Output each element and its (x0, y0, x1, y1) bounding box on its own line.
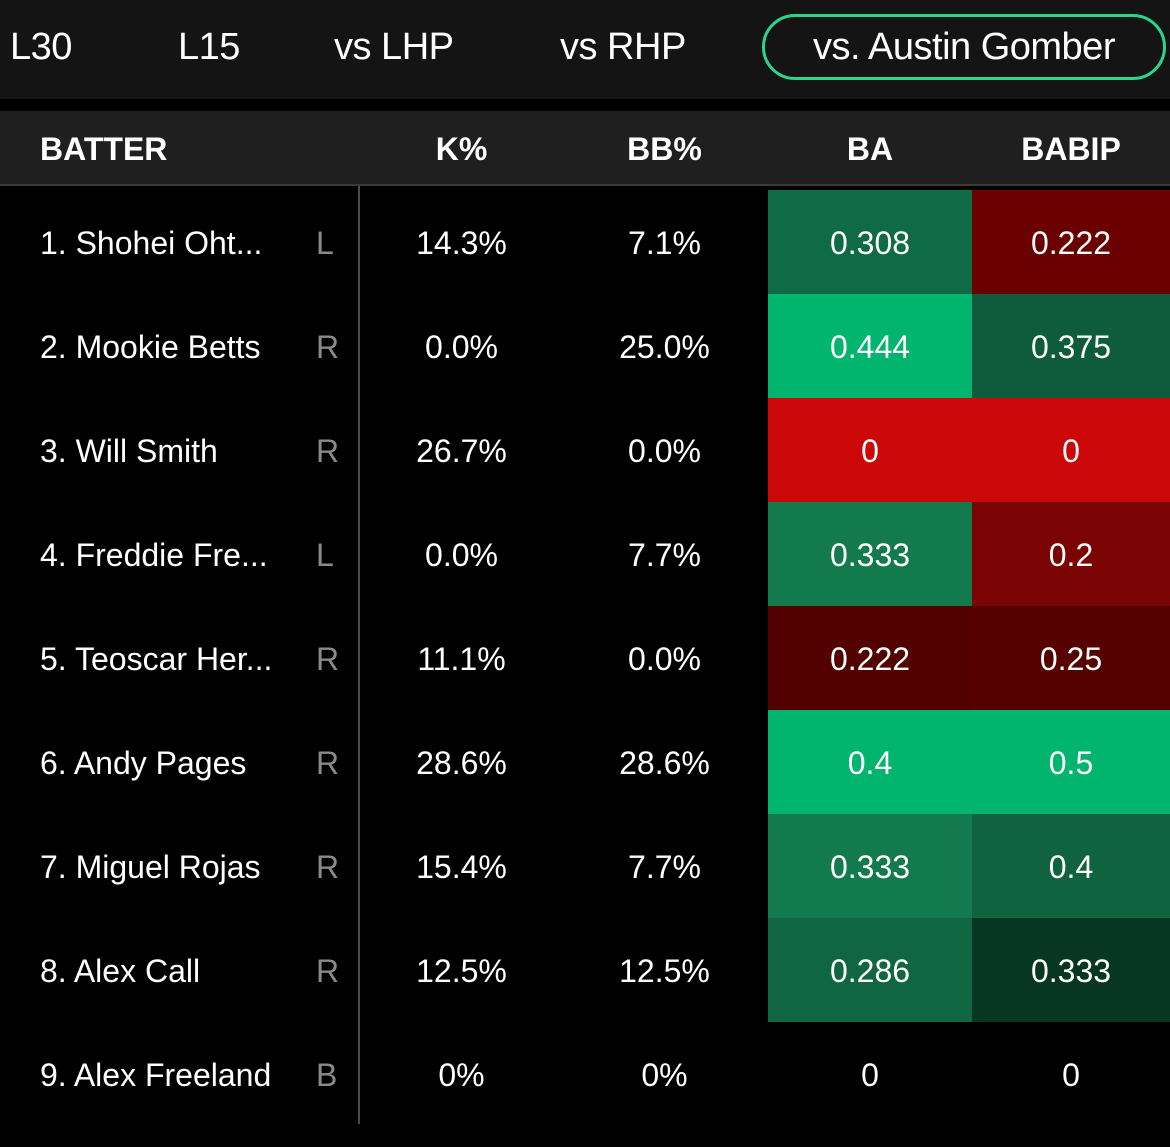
bb-pct-value: 7.7% (628, 849, 701, 885)
batter-name[interactable]: 5. Teoscar Her... (40, 641, 273, 677)
batter-name[interactable]: 4. Freddie Fre... (40, 537, 268, 573)
ba-value: 0.286 (768, 918, 972, 1022)
column-header-ba[interactable]: BA (846, 131, 894, 167)
table-row[interactable]: 4. Freddie Fre... L 0.0% 7.7% 0.333 0.2 (0, 502, 1170, 606)
bb-pct-value: 7.7% (628, 537, 701, 573)
bb-pct-value: 0.0% (628, 641, 701, 677)
bb-pct-value: 25.0% (619, 329, 710, 365)
bb-pct-value: 7.1% (628, 225, 701, 261)
babip-value: 0.5 (972, 710, 1170, 814)
table-row[interactable]: 5. Teoscar Her... R 11.1% 0.0% 0.222 0.25 (0, 606, 1170, 710)
babip-value: 0.25 (972, 606, 1170, 710)
babip-value: 0.375 (972, 294, 1170, 398)
ba-value: 0 (768, 398, 972, 502)
babip-value: 0.4 (972, 814, 1170, 918)
column-header-k-pct[interactable]: K% (435, 131, 488, 167)
k-pct-value: 11.1% (417, 641, 506, 677)
batter-hand: L (316, 537, 334, 573)
tab-vs-rhp[interactable]: vs RHP (560, 26, 686, 68)
ba-value: 0.444 (768, 294, 972, 398)
ba-value: 0.4 (768, 710, 972, 814)
k-pct-value: 26.7% (416, 433, 507, 469)
batter-hand: L (316, 225, 334, 261)
column-header-babip[interactable]: BABIP (1021, 131, 1121, 167)
batter-hand: R (316, 329, 340, 365)
table-row[interactable]: 6. Andy Pages R 28.6% 28.6% 0.4 0.5 (0, 710, 1170, 814)
column-header-batter[interactable]: BATTER (40, 131, 168, 167)
batter-name[interactable]: 9. Alex Freeland (40, 1057, 272, 1093)
babip-value: 0 (972, 398, 1170, 502)
tab-l30[interactable]: L30 (10, 26, 72, 68)
batter-hand: B (316, 1057, 338, 1093)
batter-hand: R (316, 433, 340, 469)
bb-pct-value: 0.0% (628, 433, 701, 469)
ba-value: 0.222 (768, 606, 972, 710)
table-row[interactable]: 8. Alex Call R 12.5% 12.5% 0.286 0.333 (0, 918, 1170, 1022)
batter-name[interactable]: 7. Miguel Rojas (40, 849, 261, 885)
batter-name[interactable]: 3. Will Smith (40, 433, 218, 469)
k-pct-value: 0.0% (425, 537, 498, 573)
split-tabs: L30 L15 vs LHP vs RHP vs. Austin Gomber (0, 0, 1170, 99)
table-row[interactable]: 3. Will Smith R 26.7% 0.0% 0 0 (0, 398, 1170, 502)
babip-value: 0.222 (972, 190, 1170, 294)
batter-name[interactable]: 8. Alex Call (40, 953, 201, 989)
k-pct-value: 14.3% (416, 225, 507, 261)
babip-value: 0.2 (972, 502, 1170, 606)
babip-value: 0 (1062, 1057, 1080, 1093)
k-pct-value: 12.5% (416, 953, 507, 989)
table-header: BATTER K% BB% BA BABIP (0, 111, 1170, 186)
babip-value: 0.333 (972, 918, 1170, 1022)
tab-vs-pitcher[interactable]: vs. Austin Gomber (762, 14, 1166, 80)
batter-name[interactable]: 6. Andy Pages (40, 745, 247, 781)
tab-vs-lhp[interactable]: vs LHP (334, 26, 454, 68)
batter-hand: R (316, 745, 340, 781)
ba-value: 0 (861, 1057, 879, 1093)
batter-hand: R (316, 953, 340, 989)
batter-hand: R (316, 849, 340, 885)
table-row[interactable]: 1. Shohei Oht... L 14.3% 7.1% 0.308 0.222 (0, 190, 1170, 294)
bb-pct-value: 12.5% (619, 953, 710, 989)
batter-name[interactable]: 2. Mookie Betts (40, 329, 261, 365)
tab-l15[interactable]: L15 (178, 26, 240, 68)
table-row[interactable]: 9. Alex Freeland B 0% 0% 0 0 (0, 1022, 1170, 1126)
batter-hand: R (316, 641, 340, 677)
k-pct-value: 28.6% (416, 745, 507, 781)
k-pct-value: 0.0% (425, 329, 498, 365)
batter-name[interactable]: 1. Shohei Oht... (40, 225, 263, 261)
table-row[interactable]: 2. Mookie Betts R 0.0% 25.0% 0.444 0.375 (0, 294, 1170, 398)
column-header-bb-pct[interactable]: BB% (627, 131, 702, 167)
ba-value: 0.333 (768, 814, 972, 918)
bb-pct-value: 28.6% (619, 745, 710, 781)
ba-value: 0.333 (768, 502, 972, 606)
table-row[interactable]: 7. Miguel Rojas R 15.4% 7.7% 0.333 0.4 (0, 814, 1170, 918)
k-pct-value: 15.4% (416, 849, 507, 885)
ba-value: 0.308 (768, 190, 972, 294)
bb-pct-value: 0% (641, 1057, 688, 1093)
k-pct-value: 0% (438, 1057, 485, 1093)
column-divider (358, 186, 360, 1124)
